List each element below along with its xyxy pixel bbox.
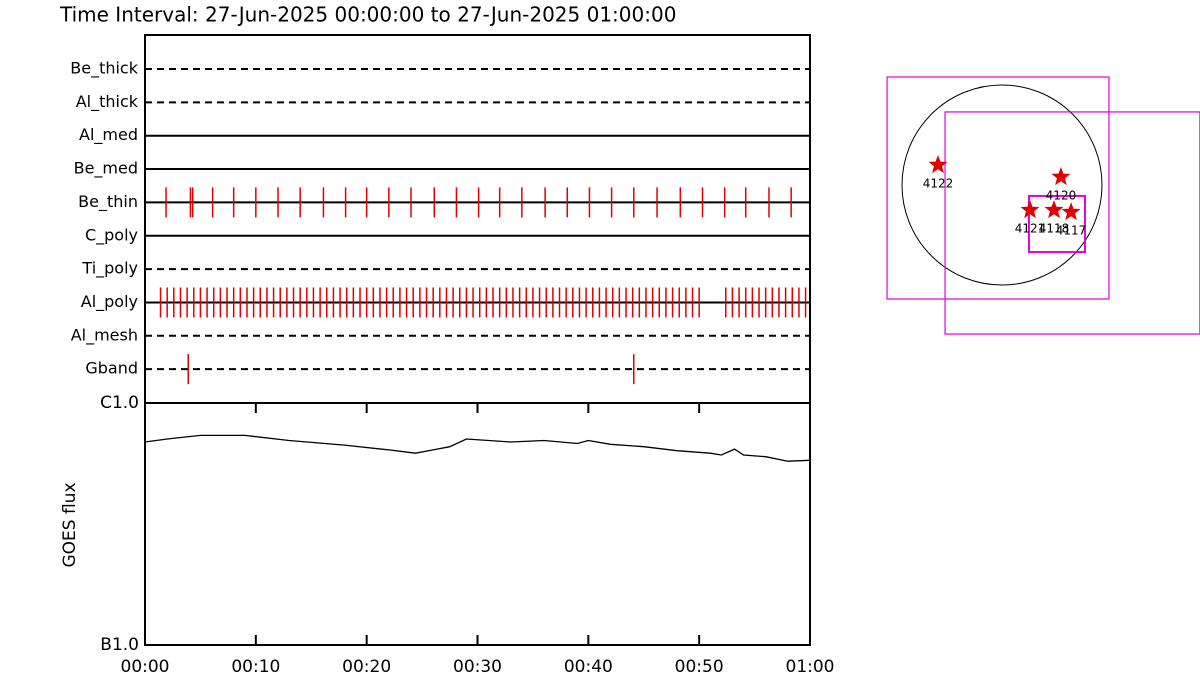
x-tick-label: 00:20 — [342, 657, 391, 677]
title: Time Interval: 27-Jun-2025 00:00:00 to 2… — [59, 3, 676, 27]
region-star — [1044, 200, 1064, 219]
solar-limb — [901, 84, 1103, 286]
region-star — [1051, 167, 1071, 186]
region-star — [1020, 200, 1040, 219]
row-label: Be_thin — [78, 192, 138, 212]
y-axis-label: GOES flux — [60, 482, 80, 567]
row-label: Al_mesh — [71, 325, 138, 345]
x-tick-label: 00:00 — [121, 657, 170, 677]
region-label: 4118 — [1039, 222, 1070, 236]
y-tick-label: B1.0 — [100, 635, 139, 655]
row-label: Be_med — [74, 159, 138, 179]
goes-line — [144, 434, 811, 462]
fov-box — [1027, 194, 1086, 254]
x-tick-label: 00:10 — [231, 657, 280, 677]
region-label: 4121 — [1015, 222, 1046, 236]
x-tick-label: 01:00 — [786, 657, 835, 677]
region-label: 4120 — [1046, 189, 1077, 203]
row-label: C_poly — [85, 225, 138, 245]
x-tick-label: 00:30 — [453, 657, 502, 677]
row-label: Al_med — [79, 125, 138, 145]
row-label: Be_thick — [70, 59, 138, 79]
x-tick-label: 00:50 — [675, 657, 724, 677]
region-star — [928, 155, 948, 174]
row-label: Al_thick — [76, 92, 139, 112]
timeline-frame — [144, 34, 811, 404]
row-label: Al_poly — [81, 292, 138, 312]
y-tick-label: C1.0 — [100, 393, 139, 413]
x-tick-label: 00:40 — [564, 657, 613, 677]
region-label: 4117 — [1056, 224, 1087, 238]
row-label: Ti_poly — [81, 259, 138, 279]
region-star — [1061, 202, 1081, 221]
region-label: 4122 — [923, 177, 954, 191]
row-label: Gband — [85, 359, 138, 378]
fov-box — [886, 76, 1110, 300]
